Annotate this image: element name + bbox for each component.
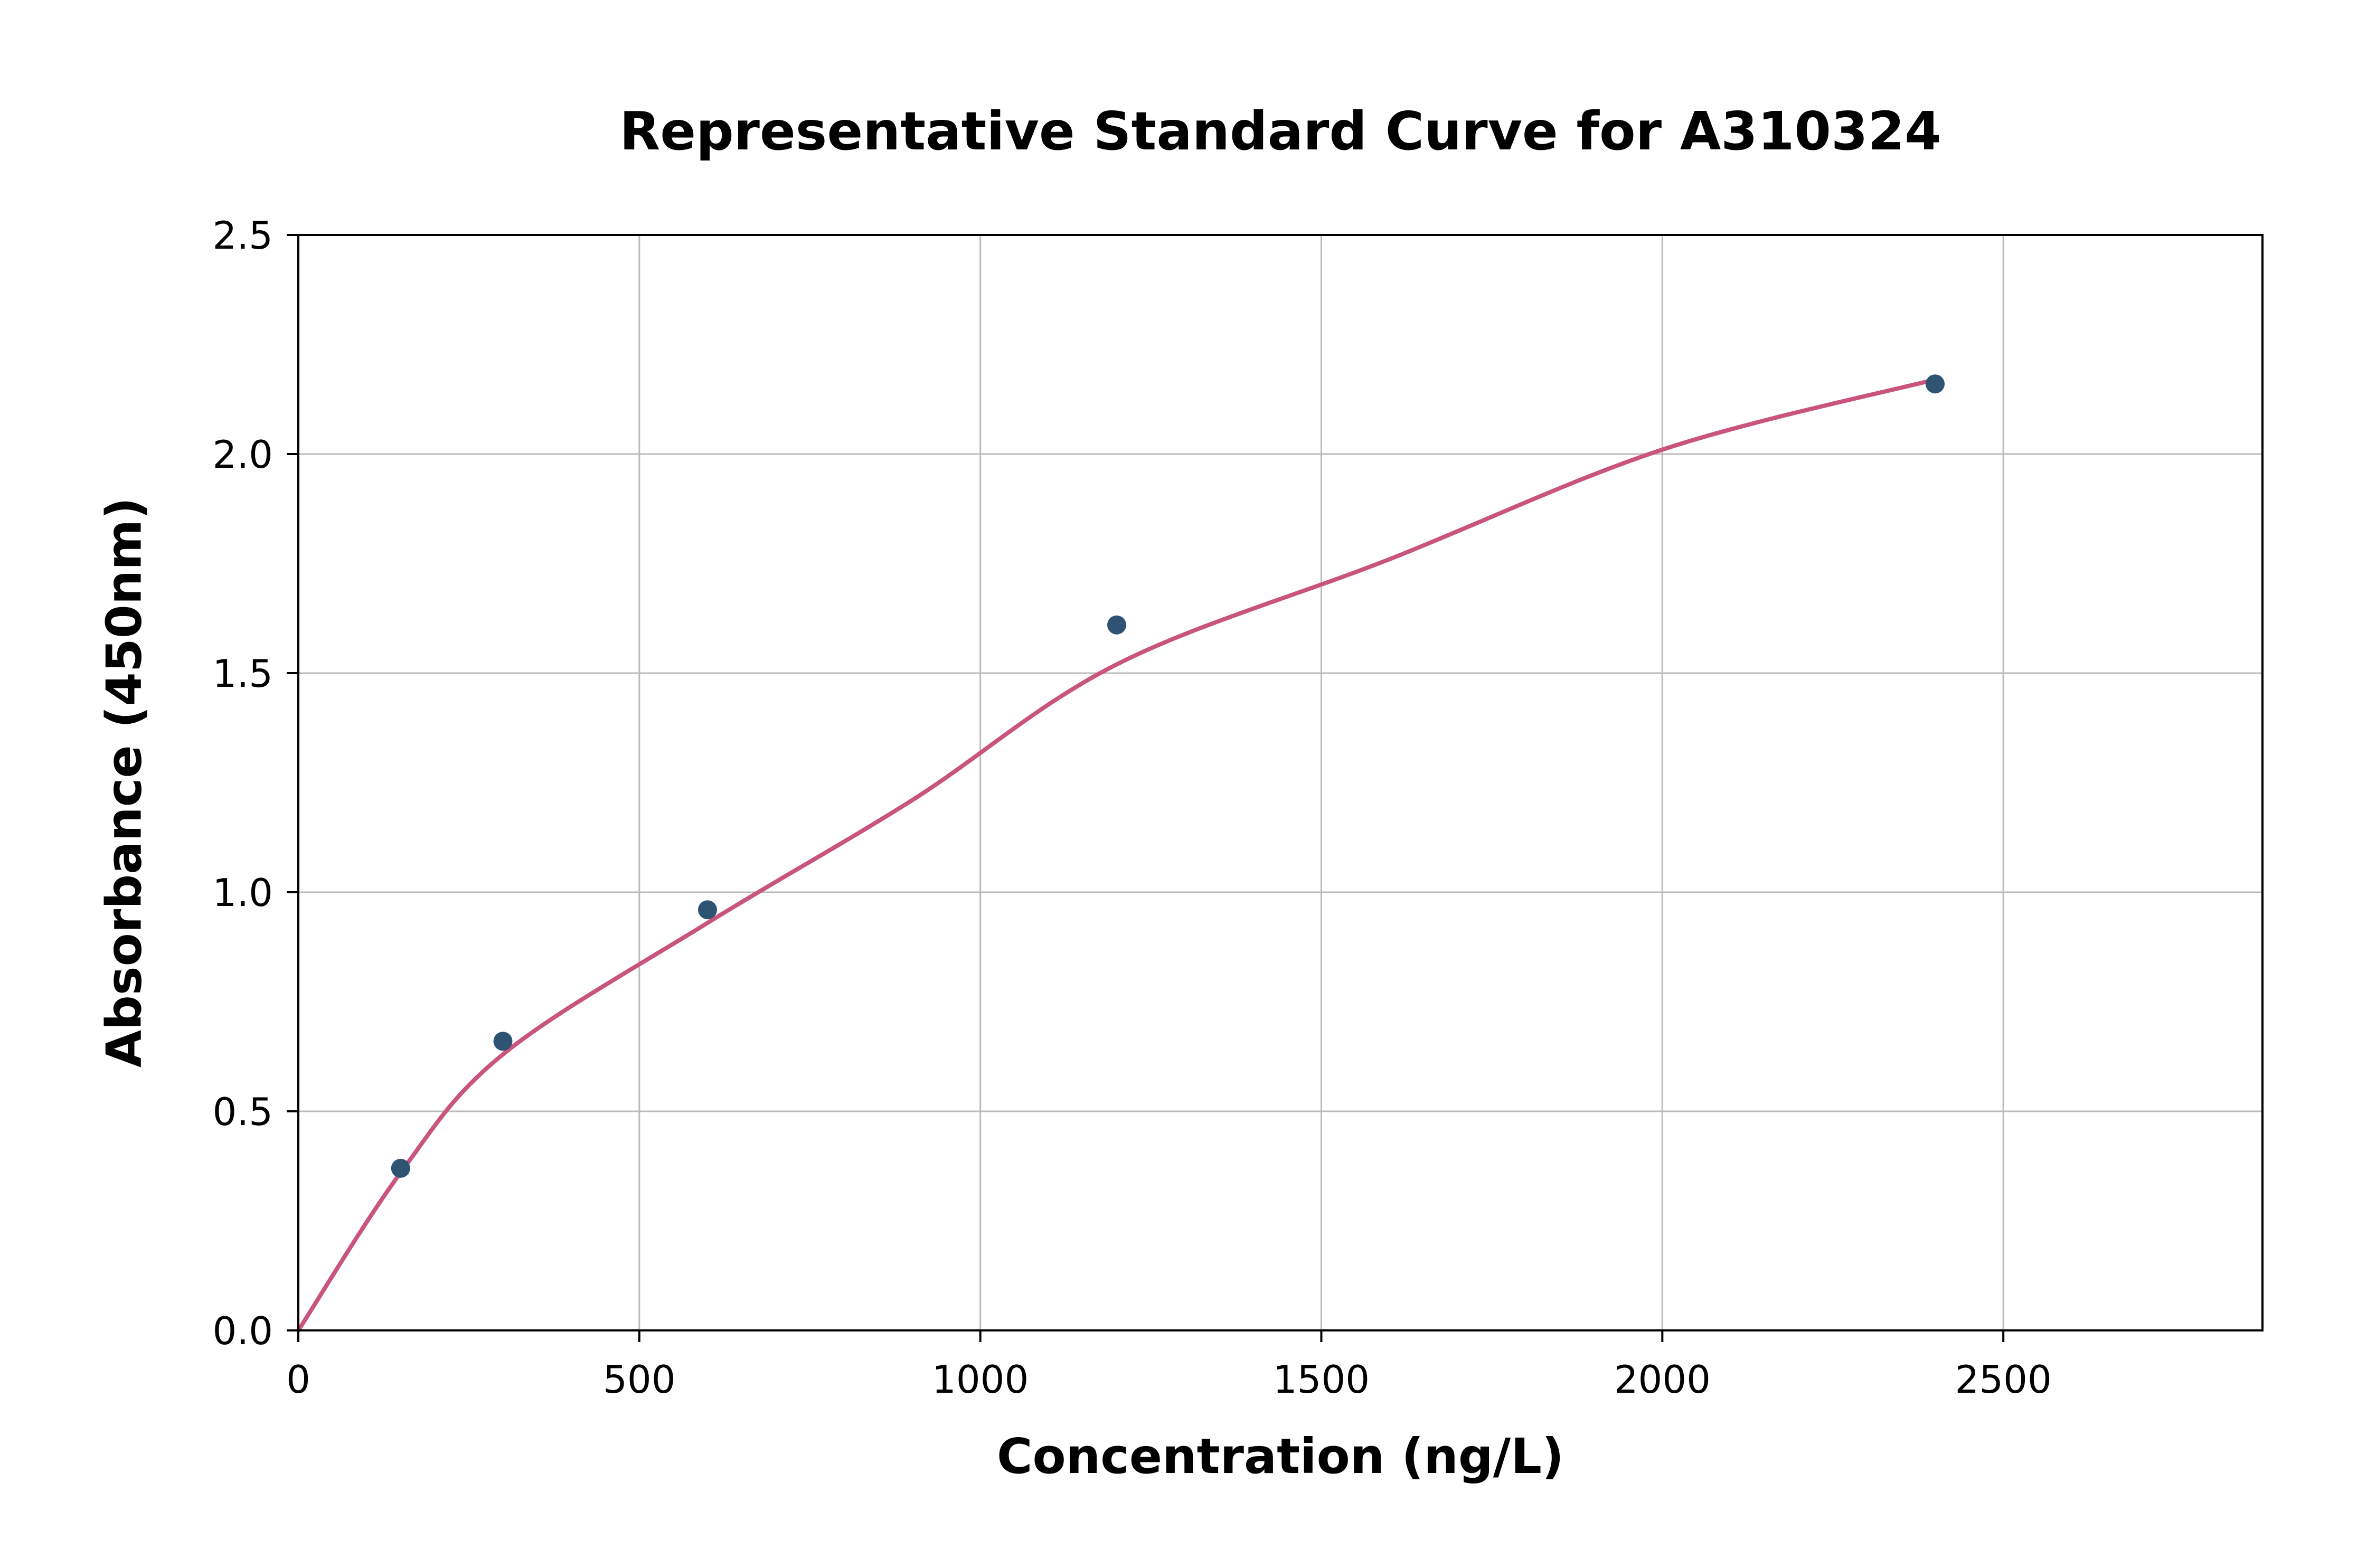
y-tick-label: 2.5 [212, 213, 273, 258]
x-tick-label: 2500 [1955, 1357, 2052, 1402]
y-tick-label: 0.0 [212, 1309, 273, 1353]
x-tick-label: 500 [603, 1357, 675, 1402]
data-point [698, 900, 717, 920]
chart-title: Representative Standard Curve for A31032… [619, 100, 1941, 162]
y-tick-label: 1.0 [212, 871, 273, 915]
y-tick-label: 0.5 [212, 1090, 273, 1134]
y-tick-label: 1.5 [212, 651, 273, 696]
fit-curve [296, 377, 1937, 1333]
data-point [493, 1032, 513, 1051]
x-axis-label: Concentration (ng/L) [997, 1428, 1564, 1485]
x-tick-label: 1500 [1273, 1357, 1370, 1402]
x-tick-label: 2000 [1614, 1357, 1711, 1402]
data-point [1107, 615, 1126, 635]
data-point [391, 1158, 410, 1178]
y-tick-label: 2.0 [212, 432, 273, 477]
axes-frame [297, 234, 2264, 1331]
x-tick-label: 1000 [932, 1357, 1029, 1402]
x-tick-label: 0 [286, 1357, 310, 1402]
data-point [1926, 374, 1945, 394]
